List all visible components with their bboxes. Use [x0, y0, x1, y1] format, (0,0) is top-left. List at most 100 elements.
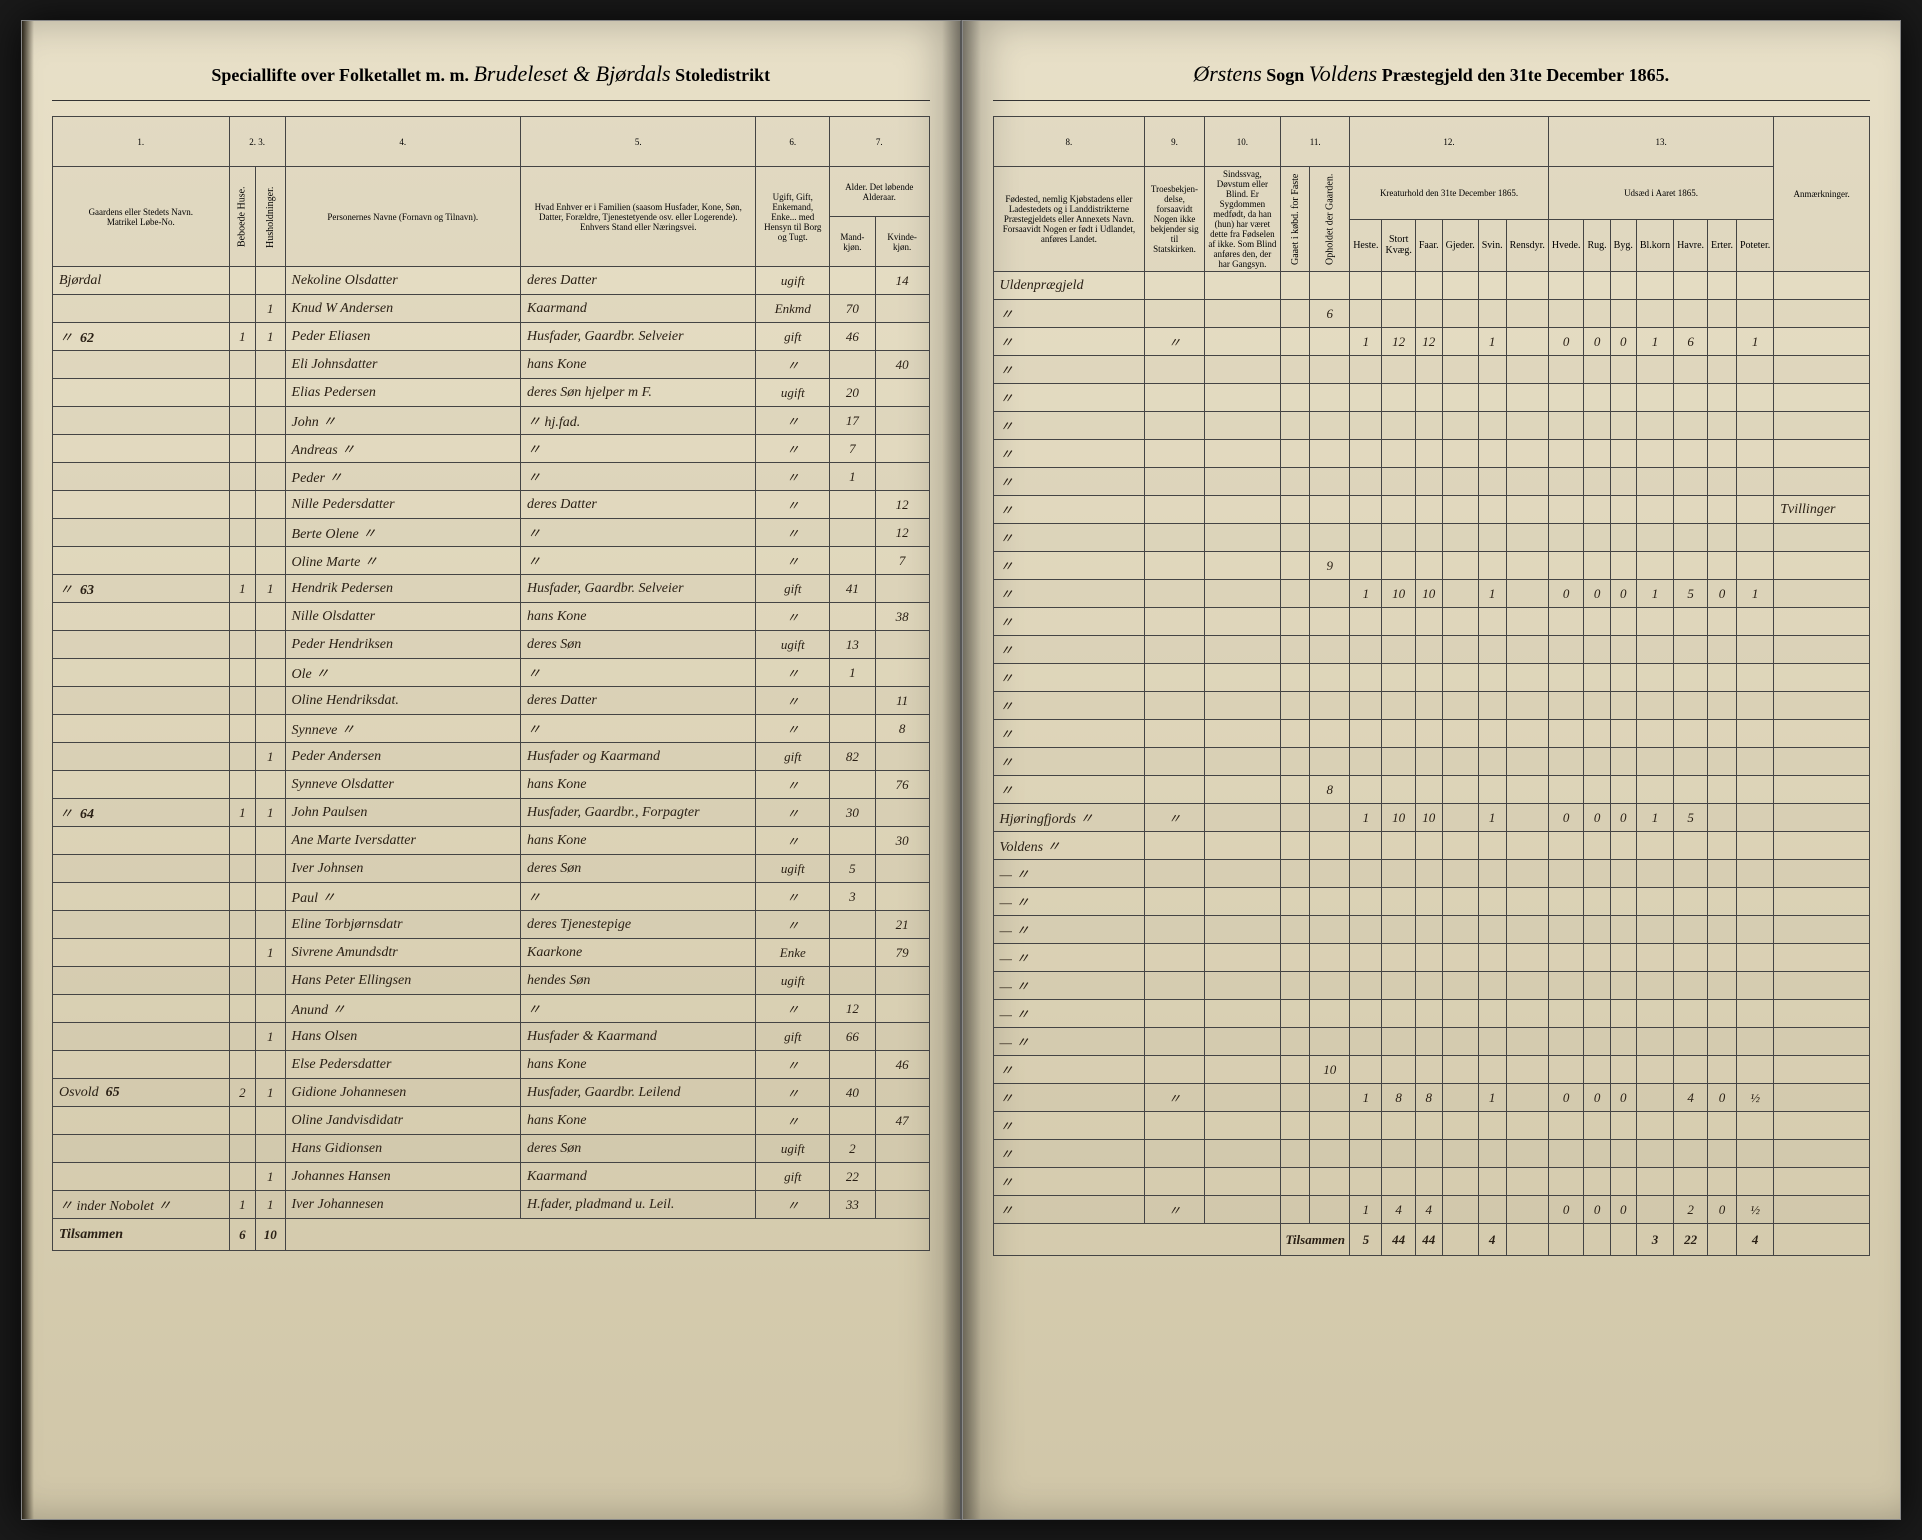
- cell-op: [1310, 692, 1350, 720]
- cell-pot: [1736, 944, 1773, 972]
- cell-anm: [1774, 748, 1870, 776]
- cell-mk: 17: [830, 407, 876, 435]
- table-row: Else Pedersdatter hans Kone 〃 46: [53, 1051, 930, 1079]
- cell-fod: — 〃: [993, 1028, 1145, 1056]
- cell-gjeder: [1442, 608, 1478, 636]
- cell-op: [1310, 860, 1350, 888]
- cell-ga: [1281, 608, 1310, 636]
- cell-heste: [1350, 1056, 1382, 1084]
- cell-svin: [1478, 608, 1506, 636]
- cell-kk: 46: [875, 1051, 929, 1079]
- cell-gjeder: [1442, 832, 1478, 860]
- cell-stand: 〃: [756, 687, 830, 715]
- cell-ga: [1281, 916, 1310, 944]
- cell-heste: [1350, 468, 1382, 496]
- cell-hh: [256, 603, 285, 631]
- cell-gjeder: [1442, 580, 1478, 608]
- cell-navn: Iver Johannesen: [285, 1191, 520, 1219]
- left-table: 1. 2. 3. 4. 5. 6. 7. Gaardens eller Sted…: [52, 116, 930, 1251]
- cell-svin: [1478, 1196, 1506, 1224]
- cell-kk: [875, 407, 929, 435]
- h-bl: Bl.korn: [1636, 219, 1673, 272]
- cell-rens: [1506, 412, 1548, 440]
- cell-faar: [1415, 552, 1442, 580]
- table-row: Nille Pedersdatter deres Datter 〃 12: [53, 491, 930, 519]
- cell-stand: ugift: [756, 631, 830, 659]
- table-row: Synneve Olsdatter hans Kone 〃 76: [53, 771, 930, 799]
- cell-faar: [1415, 776, 1442, 804]
- ft-hh: 10: [256, 1219, 285, 1251]
- cell-svin: [1478, 972, 1506, 1000]
- cell-rens: [1506, 1056, 1548, 1084]
- cell-rens: [1506, 804, 1548, 832]
- cell-fod: 〃: [993, 356, 1145, 384]
- cell-kk: [875, 295, 929, 323]
- cell-byg: [1610, 776, 1636, 804]
- h-rens: Rensdyr.: [1506, 219, 1548, 272]
- cell-sind: [1204, 944, 1281, 972]
- cell-hh: [256, 827, 285, 855]
- cell-stand: Enke: [756, 939, 830, 967]
- col-6: 6.: [756, 117, 830, 167]
- cell-faar: [1415, 1028, 1442, 1056]
- cell-kvaeg: [1382, 272, 1415, 300]
- cell-hvede: [1548, 356, 1584, 384]
- cell-svin: [1478, 356, 1506, 384]
- cell-bh: [229, 351, 255, 379]
- cell-svin: [1478, 860, 1506, 888]
- cell-bh: [229, 407, 255, 435]
- cell-fam: hans Kone: [521, 603, 756, 631]
- cell-anm: [1774, 888, 1870, 916]
- cell-rens: [1506, 832, 1548, 860]
- table-row: 〃 inder Nobolet 〃 1 1 Iver Johannesen H.…: [53, 1191, 930, 1219]
- cell-sind: [1204, 888, 1281, 916]
- cell-pot: [1736, 832, 1773, 860]
- cell-kvaeg: [1382, 860, 1415, 888]
- cell-hh: 1: [256, 1191, 285, 1219]
- cell-erter: [1708, 440, 1737, 468]
- table-row: Hjøringfjords 〃 〃 1 10 10 1 0 0 0 1 5: [993, 804, 1870, 832]
- cell-ga: [1281, 272, 1310, 300]
- cell-pot: [1736, 636, 1773, 664]
- cell-gjeder: [1442, 692, 1478, 720]
- cell-gjeder: [1442, 804, 1478, 832]
- cell-anm: [1774, 1168, 1870, 1196]
- cell-sind: [1204, 972, 1281, 1000]
- cell-gjeder: [1442, 552, 1478, 580]
- cell-navn: Hendrik Pedersen: [285, 575, 520, 603]
- cell-hh: 1: [256, 743, 285, 771]
- ft-bl: 3: [1636, 1224, 1673, 1256]
- cell-havre: [1674, 552, 1708, 580]
- cell-navn: Berte Olene 〃: [285, 519, 520, 547]
- cell-byg: [1610, 1112, 1636, 1140]
- cell-hh: [256, 967, 285, 995]
- cell-havre: [1674, 944, 1708, 972]
- cell-faar: [1415, 916, 1442, 944]
- cell-fod: 〃: [993, 636, 1145, 664]
- cell-pot: [1736, 1168, 1773, 1196]
- cell-hh: [256, 1135, 285, 1163]
- col-1: 1.: [53, 117, 230, 167]
- cell-tro: [1145, 356, 1204, 384]
- table-row: — 〃: [993, 944, 1870, 972]
- cell-byg: 0: [1610, 580, 1636, 608]
- cell-rug: [1584, 888, 1610, 916]
- cell-fam: Husfader, Gaardbr., Forpagter: [521, 799, 756, 827]
- cell-gjeder: [1442, 496, 1478, 524]
- cell-op: [1310, 1196, 1350, 1224]
- cell-fam: 〃: [521, 435, 756, 463]
- col-8: 8.: [993, 117, 1145, 167]
- cell-kvaeg: [1382, 468, 1415, 496]
- h-navn: Personernes Navne (Fornavn og Tilnavn).: [285, 167, 520, 267]
- cell-navn: John 〃: [285, 407, 520, 435]
- cell-gaard: [53, 631, 230, 659]
- cell-havre: 5: [1674, 804, 1708, 832]
- cell-svin: [1478, 440, 1506, 468]
- cell-navn: Hans Peter Ellingsen: [285, 967, 520, 995]
- cell-tro: 〃: [1145, 1196, 1204, 1224]
- cell-erter: [1708, 888, 1737, 916]
- cell-rug: [1584, 692, 1610, 720]
- cell-bl: [1636, 1000, 1673, 1028]
- col-12: 12.: [1350, 117, 1549, 167]
- cell-sind: [1204, 1112, 1281, 1140]
